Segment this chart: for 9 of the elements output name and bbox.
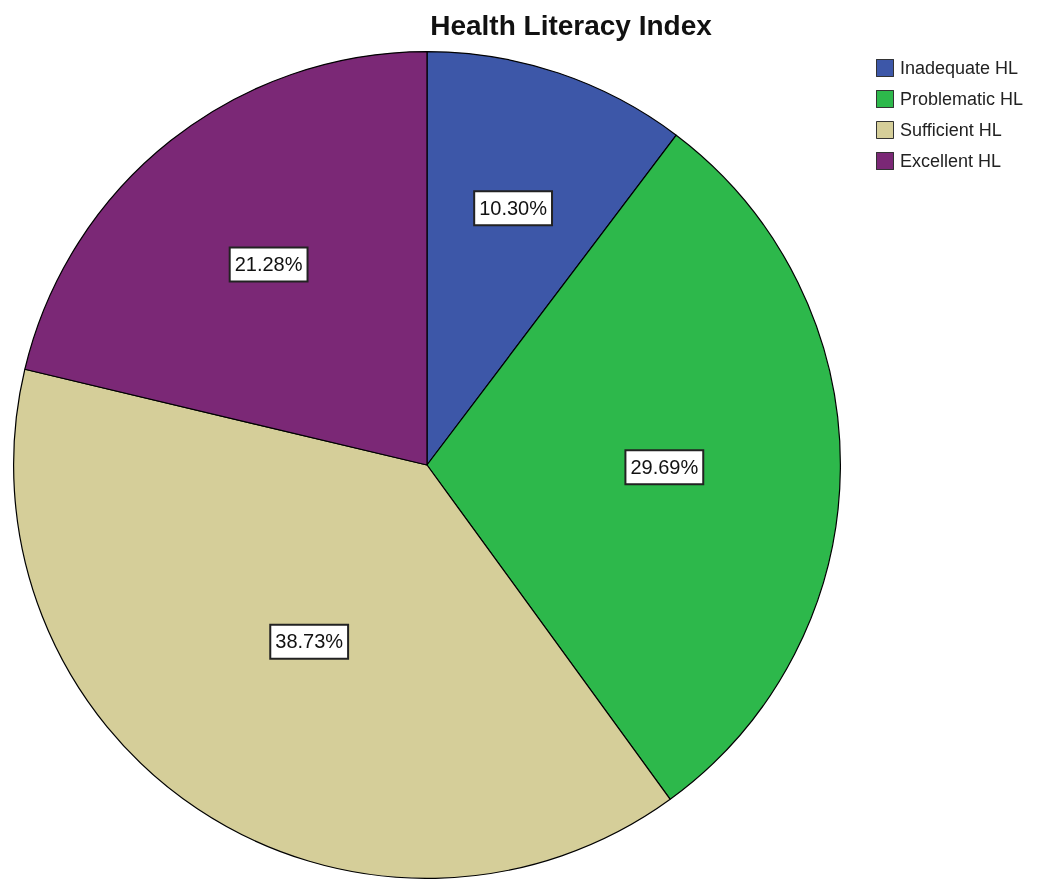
legend-label: Problematic HL (900, 88, 1024, 109)
data-label: 21.28% (234, 253, 303, 275)
legend-label: Inadequate HL (900, 57, 1019, 78)
legend-label: Sufficient HL (900, 119, 1002, 140)
data-label: 29.69% (630, 455, 699, 478)
legend-label: Excellent HL (900, 150, 1002, 171)
data-label: 10.30% (479, 196, 548, 219)
data-label: 38.73% (275, 630, 344, 653)
chart-title: Health Literacy Index (430, 10, 713, 41)
